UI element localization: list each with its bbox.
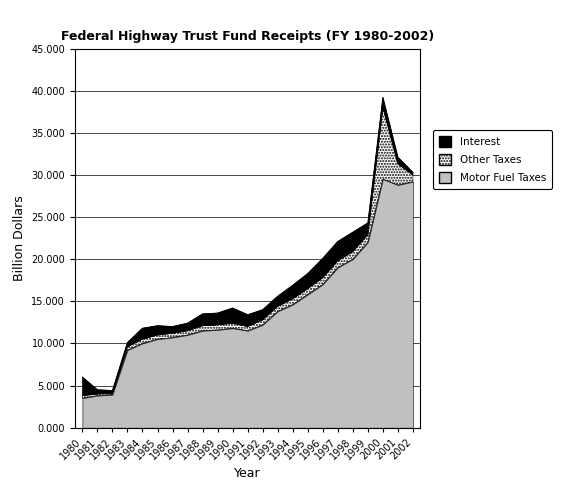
- Y-axis label: Billion Dollars: Billion Dollars: [13, 195, 26, 281]
- X-axis label: Year: Year: [234, 467, 261, 480]
- Title: Federal Highway Trust Fund Receipts (FY 1980-2002): Federal Highway Trust Fund Receipts (FY …: [61, 30, 434, 43]
- Legend: Interest, Other Taxes, Motor Fuel Taxes: Interest, Other Taxes, Motor Fuel Taxes: [433, 130, 552, 189]
